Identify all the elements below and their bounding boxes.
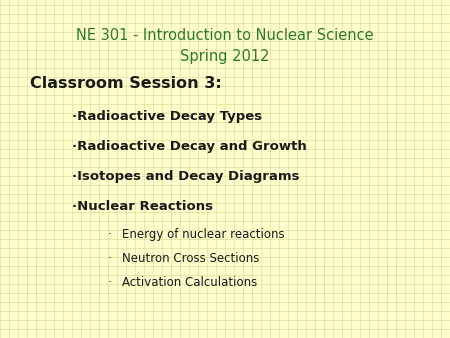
Text: ·Radioactive Decay Types: ·Radioactive Decay Types [72,110,262,123]
Text: ·Radioactive Decay and Growth: ·Radioactive Decay and Growth [72,140,307,153]
Text: NE 301 - Introduction to Nuclear Science
Spring 2012: NE 301 - Introduction to Nuclear Science… [76,28,374,64]
Text: ·Nuclear Reactions: ·Nuclear Reactions [72,200,213,213]
Text: Activation Calculations: Activation Calculations [122,276,257,289]
Text: ·: · [108,228,112,241]
Text: Classroom Session 3:: Classroom Session 3: [30,76,222,91]
Text: ·Isotopes and Decay Diagrams: ·Isotopes and Decay Diagrams [72,170,300,183]
Text: ·: · [108,276,112,289]
Text: Neutron Cross Sections: Neutron Cross Sections [122,252,259,265]
Text: ·: · [108,252,112,265]
Text: Energy of nuclear reactions: Energy of nuclear reactions [122,228,284,241]
